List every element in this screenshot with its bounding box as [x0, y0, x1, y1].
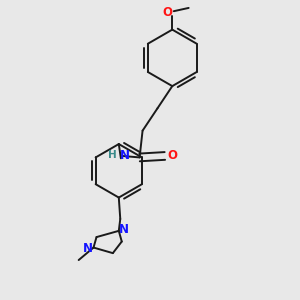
Text: N: N	[82, 242, 93, 255]
Text: O: O	[162, 6, 172, 19]
Text: O: O	[168, 149, 178, 162]
Text: N: N	[119, 223, 129, 236]
Text: H: H	[109, 150, 117, 160]
Text: N: N	[120, 148, 130, 162]
